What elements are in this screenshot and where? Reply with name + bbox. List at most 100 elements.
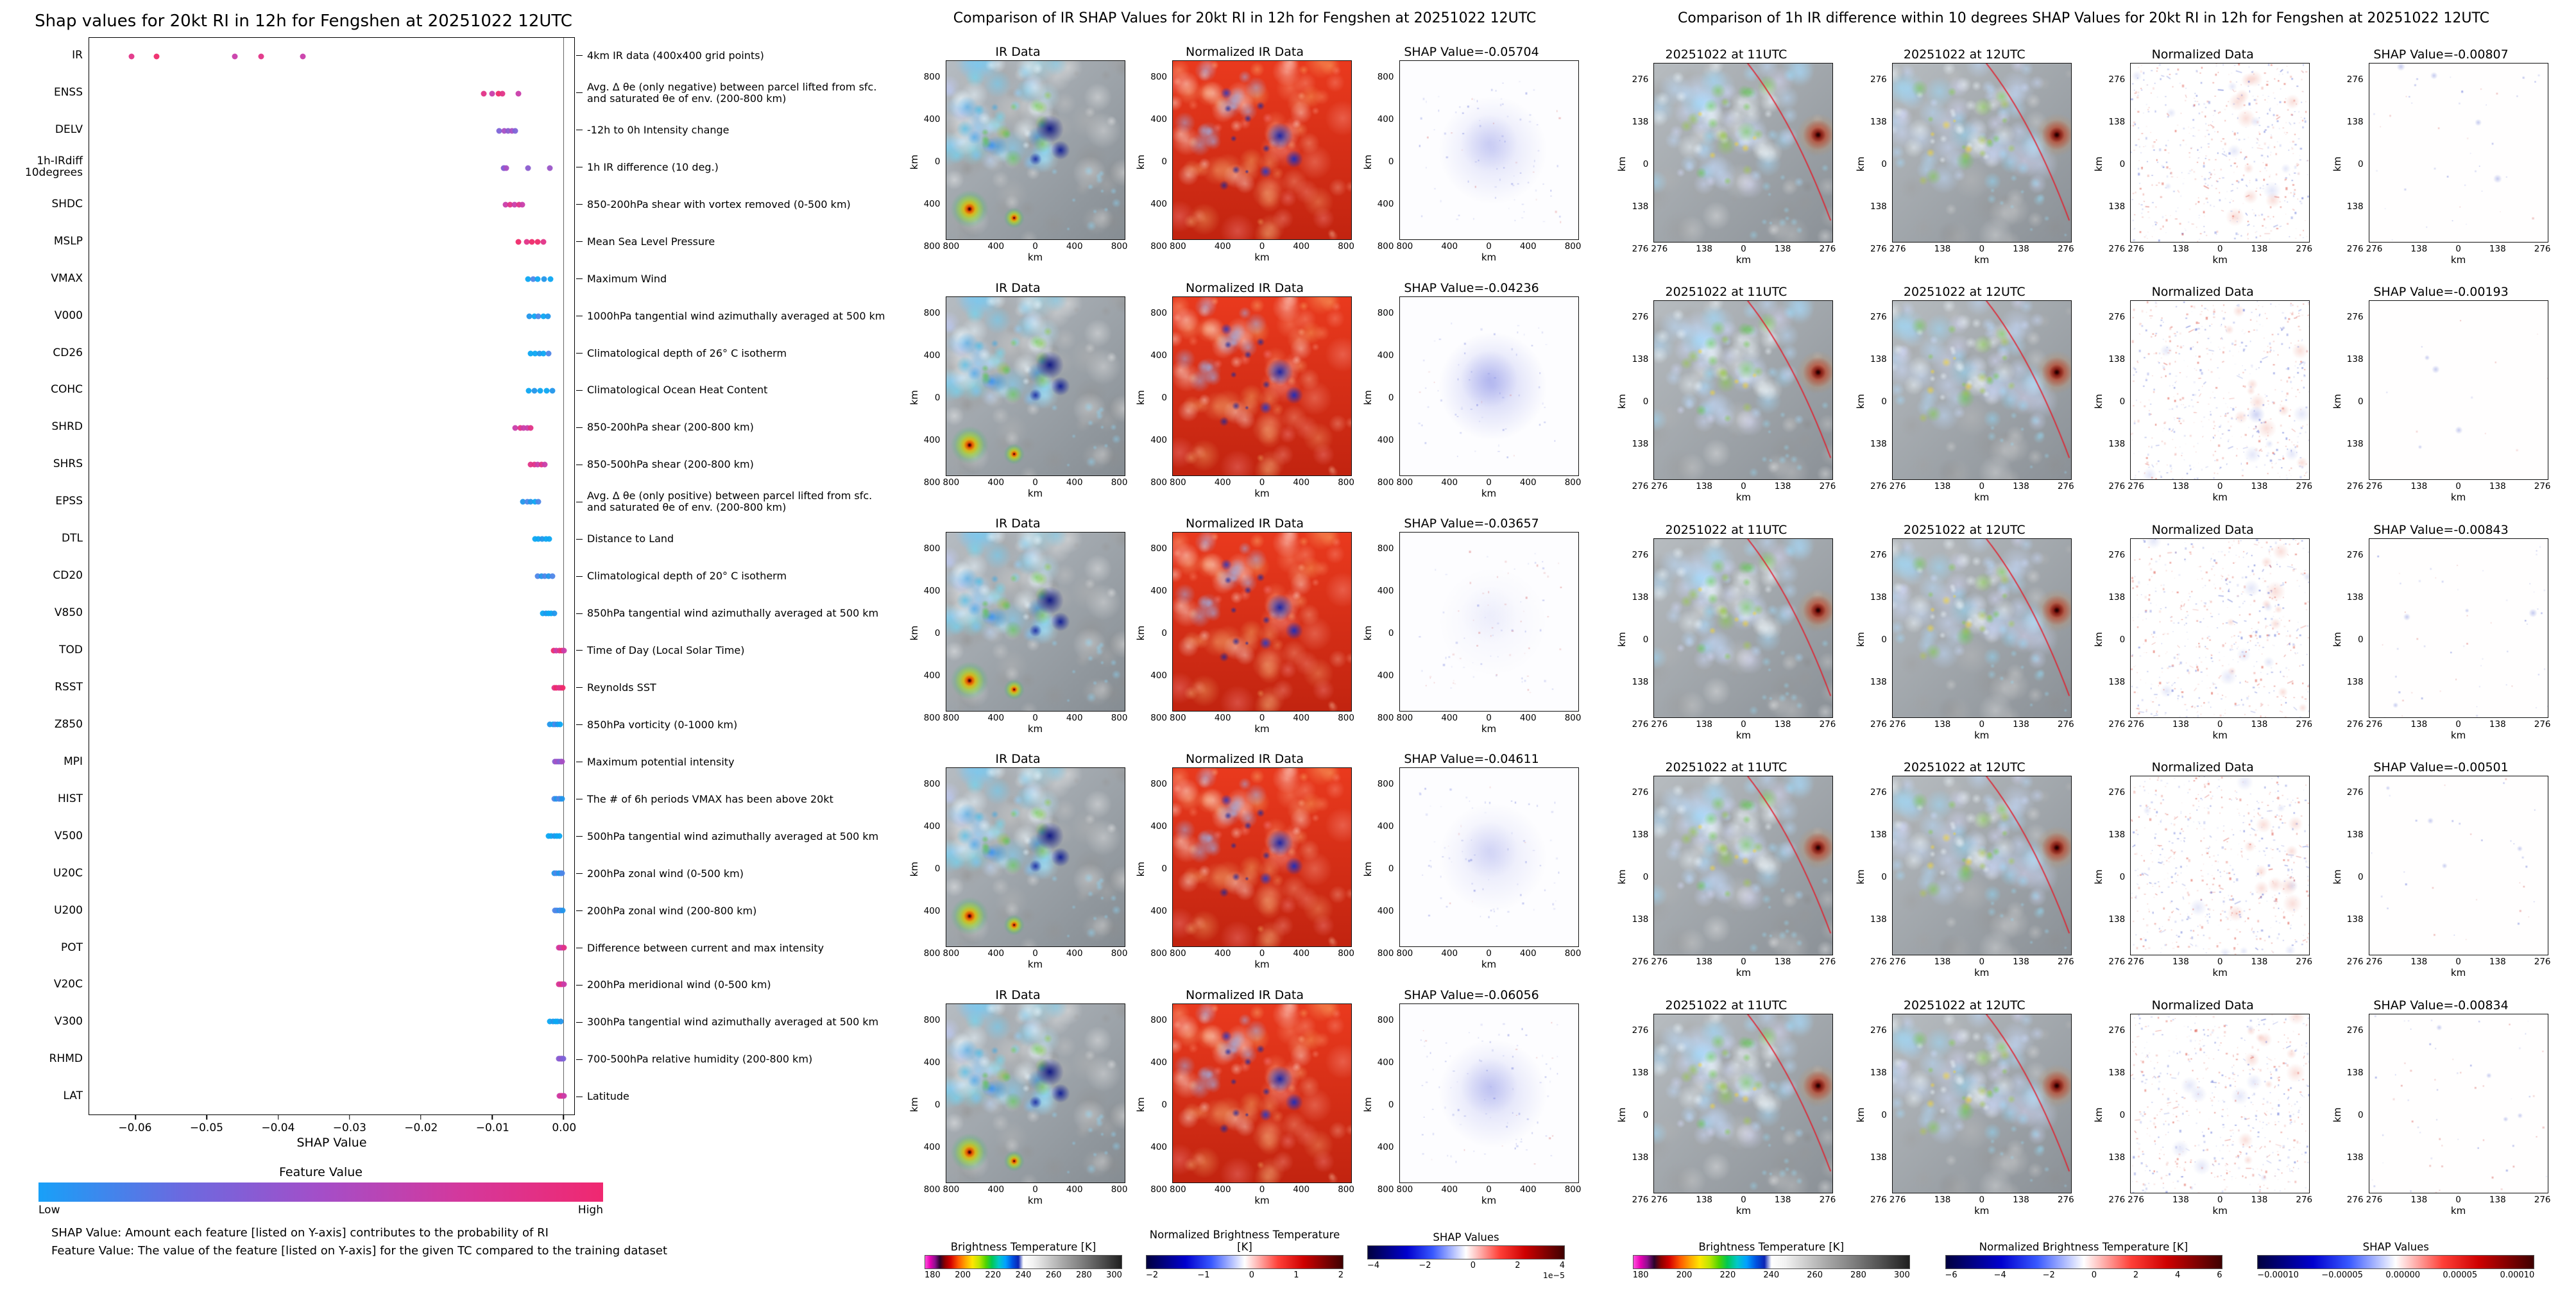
y-tick-label: 0 xyxy=(2119,1109,2126,1120)
y-axis-label: km xyxy=(1361,154,1374,169)
feature-value-colorbar-block: Feature Value Low High xyxy=(38,1165,603,1216)
shap-dot xyxy=(535,536,542,542)
y-tick-label: 138 xyxy=(1632,439,1649,449)
map-tile: 20251022 at 12UTC km 276 138 0 138 276 276 138 0 1… xyxy=(1855,998,2074,1216)
colorbar-scale-note: 1e−5 xyxy=(1542,1270,1565,1280)
y-axis-label: km xyxy=(2331,1107,2343,1123)
tile-main: km 276 138 0 138 276 276 138 0 138 276 km xyxy=(1855,1013,2074,1216)
y-axis-label: km xyxy=(908,1097,920,1113)
x-tick-label: 138 xyxy=(2489,957,2506,967)
colorbar-title: Normalized Brightness Temperature [K] xyxy=(1979,1241,2188,1253)
tile-title: Normalized Data xyxy=(2151,285,2254,299)
y-tick-label: EPSS xyxy=(55,495,83,508)
canvas-column: 276 138 0 138 276 km xyxy=(1889,1013,2074,1216)
colorbar-tick-label: 240 xyxy=(1015,1270,1032,1280)
tile-title: Normalized Data xyxy=(2151,522,2254,537)
y-tick-label: 276 xyxy=(2108,74,2126,85)
x-axis-label: km xyxy=(2450,729,2466,741)
x-tick-label: 0 xyxy=(1032,241,1038,252)
shap-dot xyxy=(556,833,563,839)
colorbar-tick-label: −2 xyxy=(1146,1270,1159,1280)
tile-title: SHAP Value=-0.00843 xyxy=(2373,522,2509,537)
y-ticks: 800 400 0 400 800 xyxy=(1148,308,1170,488)
y-axis-label: km xyxy=(2331,631,2343,647)
tile-title: SHAP Value=-0.06056 xyxy=(1404,987,1539,1002)
y-axis-labels: IR ENSS DELV 1h-IRdiff 10degrees SHDC MSLP VMA… xyxy=(12,37,89,1115)
feature-description: 1h IR difference (10 deg.) xyxy=(587,160,719,173)
x-tick-label: 800 xyxy=(943,477,960,488)
y-tick-label: 0 xyxy=(1881,872,1887,882)
tile-title: 20251022 at 11UTC xyxy=(1665,760,1787,774)
y-ticks: 800 400 0 400 800 xyxy=(1375,543,1397,723)
canvas-column: 800 400 0 400 800 km xyxy=(943,767,1128,970)
x-tick-label: 276 xyxy=(1819,1194,1836,1205)
shap-dot xyxy=(540,239,547,245)
y-tick-label: 0 xyxy=(2357,1109,2364,1120)
x-tick-label: 400 xyxy=(1519,241,1537,252)
x-axis-label: km xyxy=(1481,252,1497,264)
y-tick-label: 138 xyxy=(2346,914,2364,925)
colorbar-tick-label: 260 xyxy=(1045,1270,1062,1280)
y-tick-label: 400 xyxy=(923,434,941,445)
y-tick-label: 800 xyxy=(1150,72,1167,83)
y-tick-label: 400 xyxy=(1377,350,1394,361)
x-tick-label: 400 xyxy=(1293,712,1310,723)
feature-description-row: The # of 6h periods VMAX has been above … xyxy=(576,781,892,818)
shap-map-canvas xyxy=(1399,1003,1579,1183)
feature-description-row: 200hPa zonal wind (0-500 km) xyxy=(576,855,892,892)
y-ticks: 800 400 0 400 800 xyxy=(1148,1015,1170,1195)
y-tick-label: 400 xyxy=(1150,114,1167,125)
ir-canvas xyxy=(945,531,1125,712)
tile-main: km 800 400 0 400 800 800 400 0 400 800 km xyxy=(1135,60,1354,263)
x-axis-label: km xyxy=(1974,491,1990,503)
x-axis-label: km xyxy=(1481,959,1497,971)
shap-dot xyxy=(559,758,565,765)
shap-dot xyxy=(531,313,538,320)
y-tick-label: LAT xyxy=(63,1089,83,1103)
x-tick-label: −0.02 xyxy=(404,1122,438,1134)
shap-dot xyxy=(561,647,567,654)
x-tick-label: 800 xyxy=(1396,712,1413,723)
shap-dot xyxy=(527,461,534,468)
x-tick-label: 276 xyxy=(2057,1194,2074,1205)
x-tick-label: 400 xyxy=(987,712,1005,723)
colorbar-gradient xyxy=(1146,1255,1343,1269)
irdiff-panel-title: Comparison of 1h IR difference within 10… xyxy=(1677,10,2490,26)
y-tick-label: 800 xyxy=(923,307,941,318)
x-tick-label: 0 xyxy=(1259,241,1265,252)
tick-mark xyxy=(576,984,583,986)
x-tick-label: 400 xyxy=(1441,241,1458,252)
y-tick-label: 276 xyxy=(2346,312,2364,322)
tile-main: km 800 400 0 400 800 800 400 0 400 800 km xyxy=(1362,767,1582,970)
x-tick-label: 0 xyxy=(2455,719,2461,730)
y-tick-label: 0 xyxy=(1642,158,1649,169)
tile-main: km 276 138 0 138 276 276 138 0 138 276 km xyxy=(1855,776,2074,978)
feature-description-row: 850hPa vorticity (0-1000 km) xyxy=(576,706,892,744)
colorbar: Brightness Temperature [K] 180 200 220 240 26… xyxy=(1632,1241,1910,1280)
colorbar-tick-label: 300 xyxy=(1106,1270,1122,1280)
canvas-column: 800 400 0 400 800 km xyxy=(943,1003,1128,1206)
colorbar-gradient xyxy=(1367,1245,1565,1259)
x-tick-label: 276 xyxy=(2128,957,2144,967)
tick-mark xyxy=(576,576,583,577)
feature-description-row: Difference between current and max inten… xyxy=(576,930,892,967)
y-tick-label: 276 xyxy=(2346,74,2364,85)
y-tick-label: 138 xyxy=(2108,830,2126,840)
y-tick-label: 400 xyxy=(1150,670,1167,681)
y-tick-label: 276 xyxy=(2346,1194,2364,1205)
y-tick-label: 0 xyxy=(1388,392,1394,403)
tile-main: km 800 400 0 400 800 800 400 0 400 800 km xyxy=(908,1003,1128,1206)
colorbar-low-label: Low xyxy=(38,1204,60,1216)
x-tick-label: 800 xyxy=(1396,1184,1413,1195)
y-tick-label: 800 xyxy=(1377,72,1394,83)
colorbar-tick-label: 2 xyxy=(2133,1270,2139,1280)
colorbar-ticks: −2 −1 0 1 2 xyxy=(1146,1270,1343,1280)
x-tick-label: 276 xyxy=(2366,1194,2383,1205)
x-tick-label: 400 xyxy=(987,948,1005,959)
canvas-column: 800 400 0 400 800 km xyxy=(1170,296,1354,499)
tick-mark xyxy=(576,92,583,94)
y-tick-label: 276 xyxy=(2346,481,2364,491)
canvas-column: 276 138 0 138 276 km xyxy=(2366,300,2551,503)
tile-title: Normalized Data xyxy=(2151,998,2254,1012)
y-tick-label: 138 xyxy=(2346,592,2364,602)
